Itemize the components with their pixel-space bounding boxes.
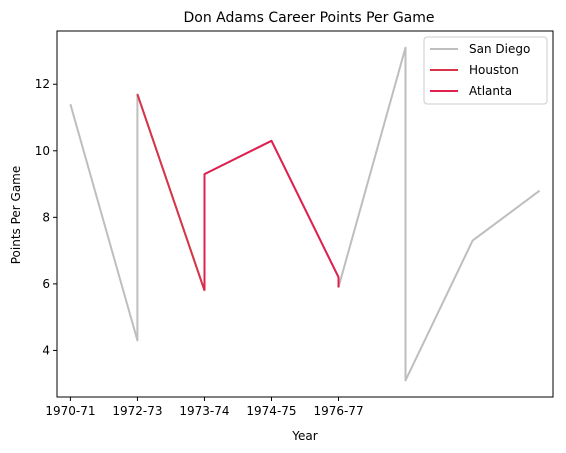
x-tick-label: 1970-71 <box>45 404 95 418</box>
x-tick-label: 1974-75 <box>246 404 296 418</box>
legend: San Diego Houston Atlanta <box>424 37 547 104</box>
y-tick-label: 12 <box>35 77 50 91</box>
y-axis-label: Points Per Game <box>9 166 23 265</box>
y-axis: 4 6 8 10 12 <box>35 77 57 357</box>
x-tick-label: 1976-77 <box>313 404 363 418</box>
legend-label: Houston <box>469 63 519 77</box>
y-tick-label: 6 <box>42 277 50 291</box>
x-axis: 1970-71 1972-73 1973-74 1974-75 1976-77 <box>45 397 363 418</box>
y-tick-label: 4 <box>42 343 50 357</box>
y-tick-label: 8 <box>42 210 50 224</box>
legend-label: San Diego <box>469 42 530 56</box>
series-line-2 <box>205 141 339 291</box>
x-tick-label: 1972-73 <box>112 404 162 418</box>
x-axis-label: Year <box>291 429 317 443</box>
x-tick-label: 1973-74 <box>179 404 229 418</box>
y-tick-label: 10 <box>35 144 50 158</box>
chart-title: Don Adams Career Points Per Game <box>183 10 434 26</box>
series-line-1 <box>137 94 204 290</box>
legend-label: Atlanta <box>469 84 512 98</box>
